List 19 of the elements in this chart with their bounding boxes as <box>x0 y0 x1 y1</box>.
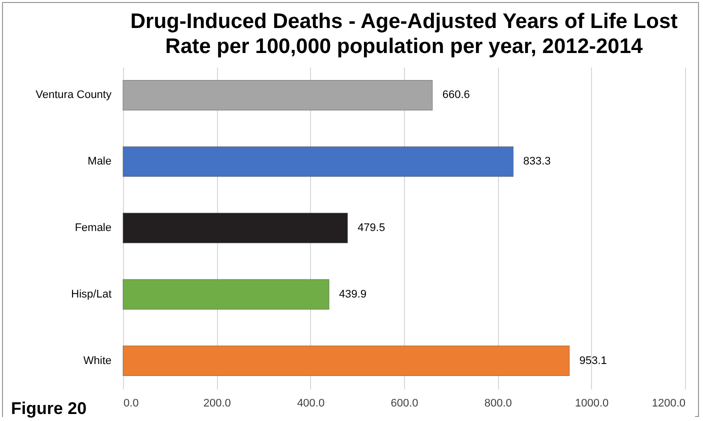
y-tick-label: White <box>83 354 112 367</box>
data-label: 833.3 <box>523 156 551 168</box>
x-tick-label: 800.0 <box>484 398 512 410</box>
x-tick-label: 400.0 <box>297 398 325 410</box>
y-tick-label: Ventura County <box>36 89 112 102</box>
data-label: 439.9 <box>339 288 367 300</box>
caption: Figure 20 <box>11 399 87 418</box>
data-label: 479.5 <box>358 222 386 234</box>
y-tick-label: Male <box>88 156 112 168</box>
y-tick-label: Female <box>74 222 112 234</box>
x-tick-label: 1200.0 <box>652 398 686 410</box>
data-label: 953.1 <box>579 354 607 367</box>
y-tick-label: Hisp/Lat <box>71 288 112 300</box>
chart-title: Drug-Induced Deaths - Age-Adjusted Years of Life Lost Rate per 100,000 population per year, 2012-2014 <box>130 10 678 58</box>
x-tick-label: 600.0 <box>390 398 418 410</box>
x-tick-label: 0.0 <box>124 398 139 410</box>
x-tick-label: 1000.0 <box>575 398 609 410</box>
data-label: 660.6 <box>442 89 470 102</box>
x-tick-label: 200.0 <box>203 398 231 410</box>
